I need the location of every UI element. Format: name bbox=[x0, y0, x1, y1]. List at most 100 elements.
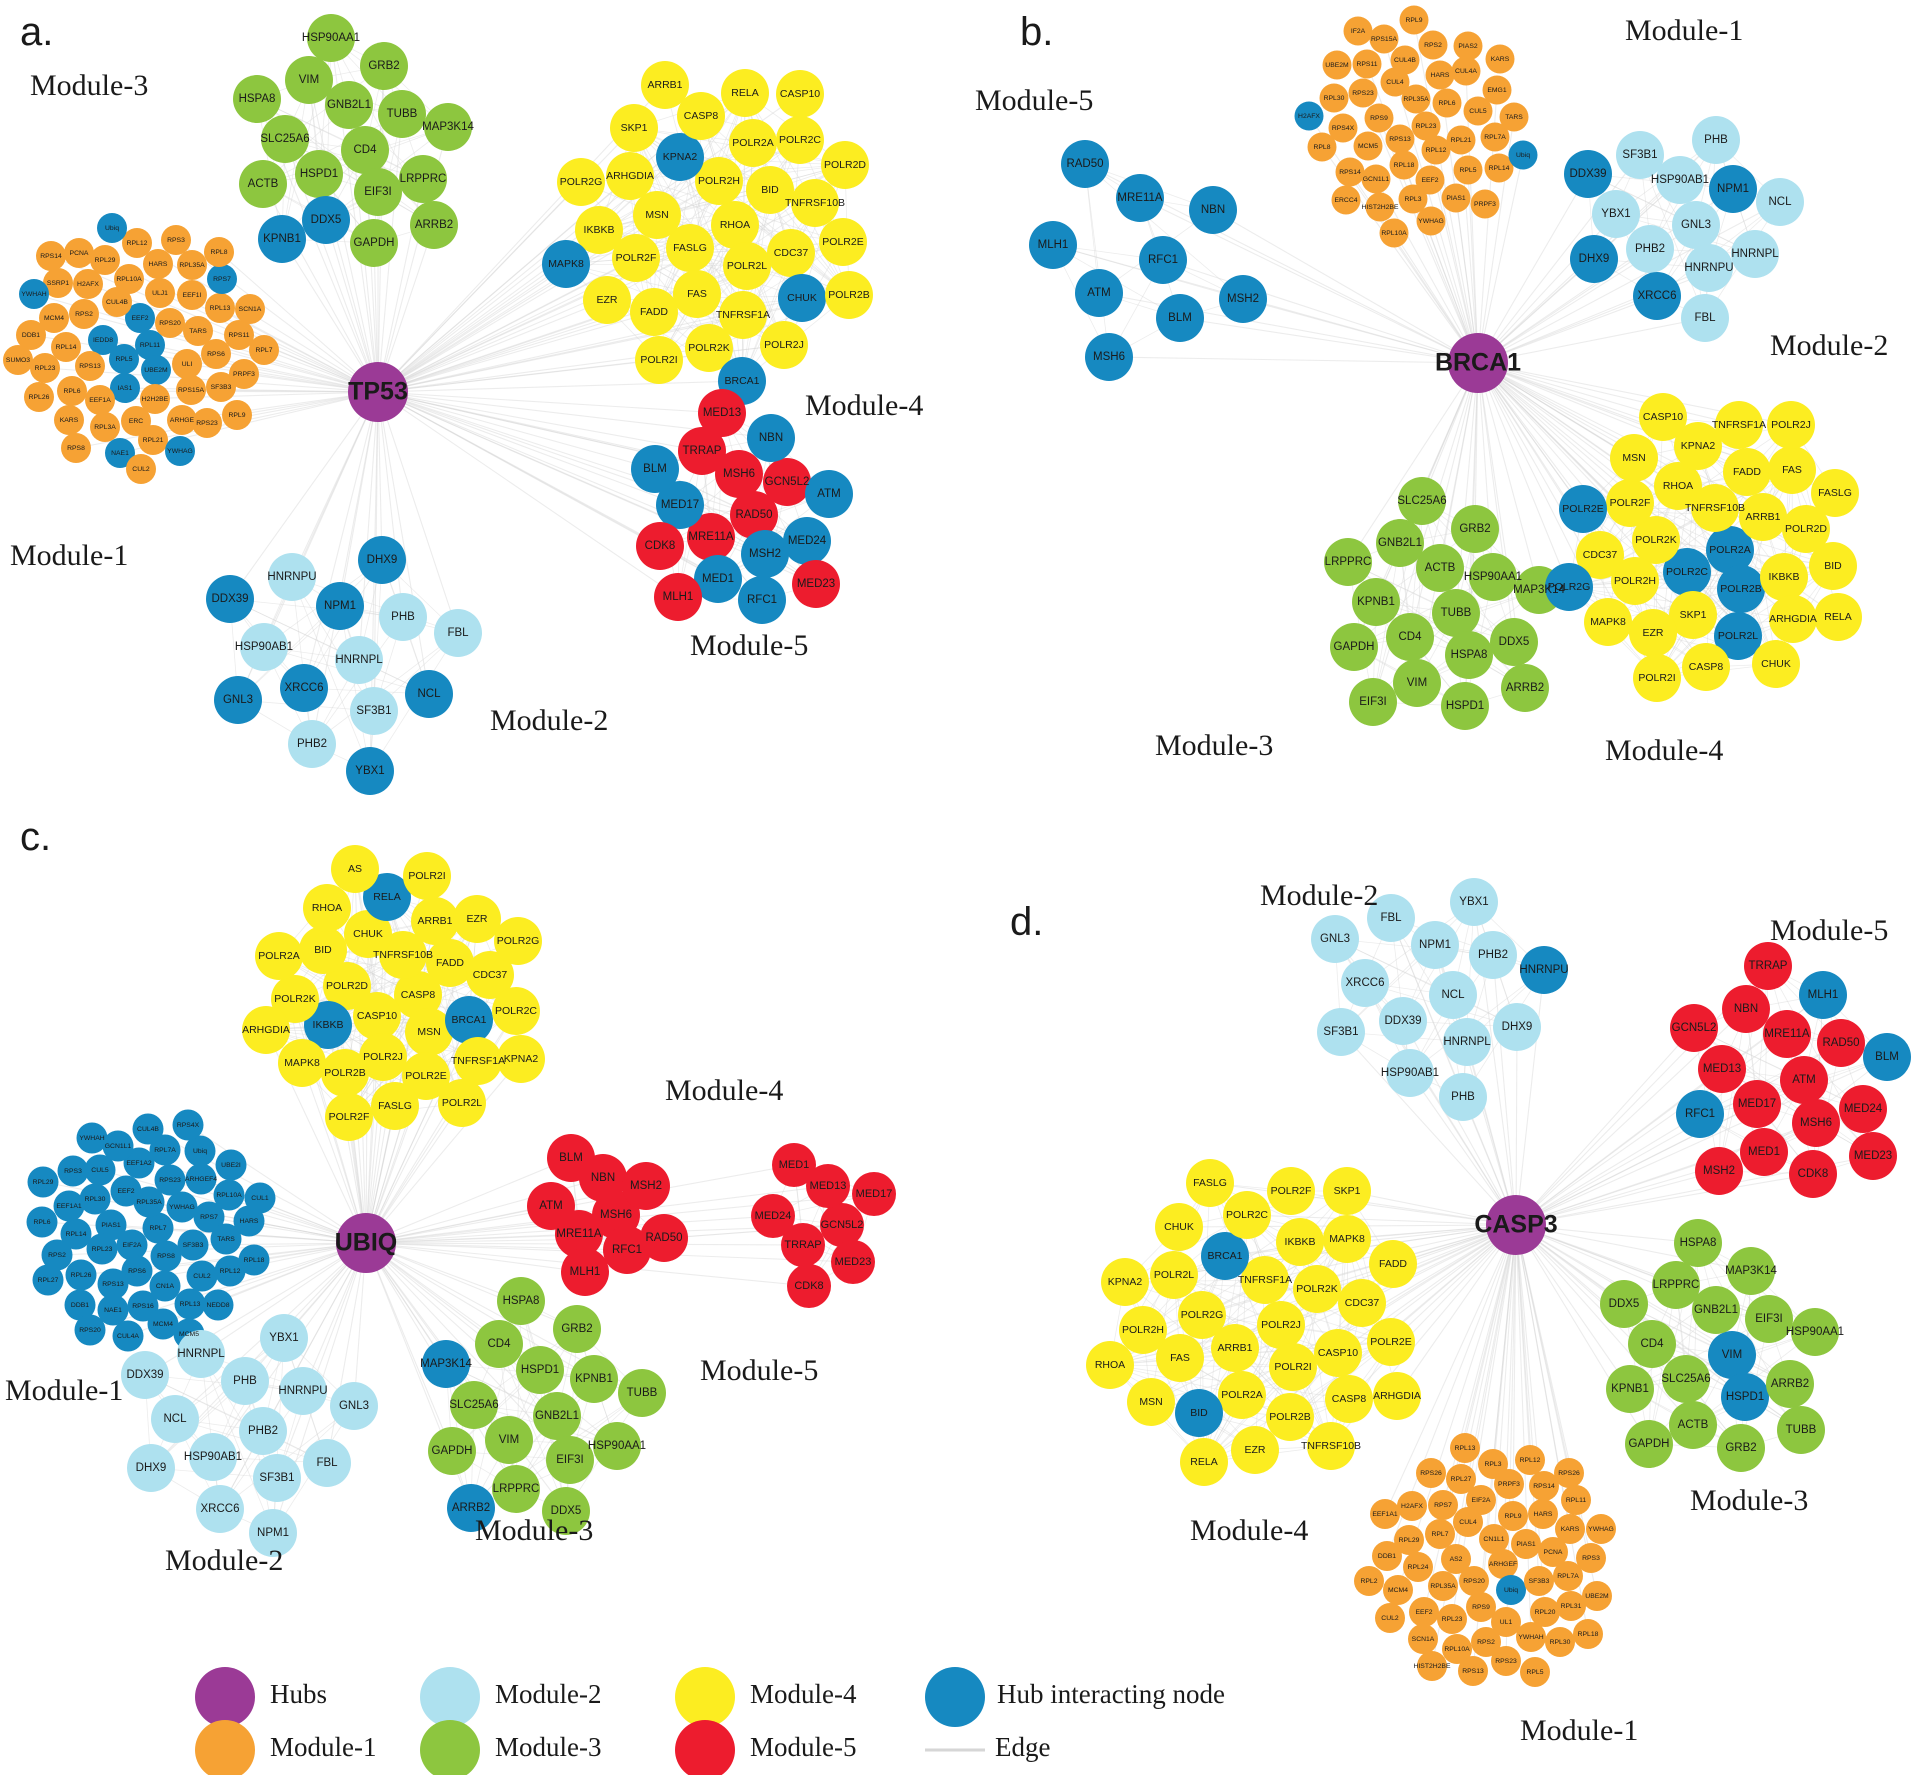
svg-text:YWHAG: YWHAG bbox=[167, 448, 193, 455]
svg-text:MED24: MED24 bbox=[755, 1210, 792, 1222]
svg-text:Hub interacting node: Hub interacting node bbox=[997, 1679, 1225, 1709]
svg-text:RHOA: RHOA bbox=[312, 902, 342, 914]
svg-text:RPL8: RPL8 bbox=[210, 249, 227, 256]
svg-text:RPL5: RPL5 bbox=[1526, 1669, 1543, 1676]
svg-text:Module-5: Module-5 bbox=[750, 1732, 856, 1762]
svg-text:SLC25A6: SLC25A6 bbox=[1661, 1373, 1710, 1385]
svg-text:HARS: HARS bbox=[240, 1218, 259, 1225]
svg-text:RPL35A: RPL35A bbox=[136, 1199, 162, 1206]
svg-text:RPL21: RPL21 bbox=[143, 437, 164, 444]
svg-text:EEF2: EEF2 bbox=[118, 1188, 135, 1195]
svg-text:RPL18: RPL18 bbox=[1578, 1631, 1599, 1638]
svg-text:LRPPRC: LRPPRC bbox=[400, 173, 447, 185]
svg-text:CUL4: CUL4 bbox=[1459, 1519, 1477, 1526]
svg-text:RPL5: RPL5 bbox=[115, 356, 132, 363]
svg-text:RPL5: RPL5 bbox=[1459, 167, 1476, 174]
svg-text:IAS1: IAS1 bbox=[118, 385, 133, 392]
svg-text:Module-4: Module-4 bbox=[750, 1679, 857, 1709]
svg-text:a.: a. bbox=[20, 10, 53, 54]
svg-text:RPS8: RPS8 bbox=[157, 1253, 175, 1260]
svg-text:RPL20: RPL20 bbox=[1535, 1609, 1556, 1616]
svg-text:MED1: MED1 bbox=[1748, 1146, 1780, 1158]
svg-text:XRCC6: XRCC6 bbox=[1638, 290, 1677, 302]
svg-text:CASP8: CASP8 bbox=[1332, 1393, 1367, 1405]
svg-text:YWHAH: YWHAH bbox=[21, 291, 46, 298]
svg-text:VIM: VIM bbox=[499, 1434, 519, 1446]
svg-text:POLR2J: POLR2J bbox=[363, 1051, 403, 1063]
svg-text:MED24: MED24 bbox=[788, 535, 827, 547]
svg-text:HNRNPU: HNRNPU bbox=[1519, 964, 1568, 976]
svg-text:Module-3: Module-3 bbox=[495, 1732, 601, 1762]
svg-text:POLR2C: POLR2C bbox=[1226, 1209, 1268, 1221]
svg-text:RPS23: RPS23 bbox=[1495, 1658, 1517, 1665]
svg-text:CASP8: CASP8 bbox=[401, 989, 436, 1001]
svg-text:RPS13: RPS13 bbox=[79, 363, 101, 370]
svg-text:MED13: MED13 bbox=[1703, 1063, 1741, 1075]
svg-text:UL1: UL1 bbox=[1500, 1619, 1513, 1626]
svg-text:RPL29: RPL29 bbox=[33, 1179, 54, 1186]
svg-text:IKBKB: IKBKB bbox=[1769, 571, 1800, 583]
svg-text:TNFRSF10B: TNFRSF10B bbox=[1685, 502, 1745, 514]
svg-text:H2H2BE: H2H2BE bbox=[142, 396, 169, 403]
svg-text:POLR2C: POLR2C bbox=[495, 1005, 537, 1017]
svg-text:NBN: NBN bbox=[1734, 1003, 1758, 1015]
svg-text:POLR2H: POLR2H bbox=[1614, 575, 1656, 587]
svg-text:AS: AS bbox=[348, 863, 362, 875]
svg-text:Module-2: Module-2 bbox=[490, 704, 608, 737]
svg-text:SKP1: SKP1 bbox=[1680, 609, 1707, 621]
svg-text:HSP90AA1: HSP90AA1 bbox=[1786, 1326, 1844, 1338]
svg-text:POLR2C: POLR2C bbox=[1666, 566, 1708, 578]
svg-text:DDX39: DDX39 bbox=[1384, 1015, 1421, 1027]
svg-text:TARS: TARS bbox=[217, 1236, 235, 1243]
svg-text:FASLG: FASLG bbox=[1193, 1177, 1227, 1189]
svg-text:POLR2I: POLR2I bbox=[408, 870, 445, 882]
svg-text:DDX5: DDX5 bbox=[1609, 1298, 1640, 1310]
svg-text:RPL10A: RPL10A bbox=[1444, 1646, 1470, 1653]
svg-text:POLR2D: POLR2D bbox=[1785, 523, 1827, 535]
svg-text:HNRNPU: HNRNPU bbox=[267, 571, 316, 583]
svg-text:EZR: EZR bbox=[1643, 627, 1664, 639]
svg-text:RPL12: RPL12 bbox=[1426, 147, 1447, 154]
svg-text:EIF2A: EIF2A bbox=[123, 1242, 142, 1249]
svg-text:MRE11A: MRE11A bbox=[1764, 1028, 1809, 1040]
svg-text:POLR2J: POLR2J bbox=[1771, 419, 1811, 431]
svg-text:ARRB1: ARRB1 bbox=[1745, 511, 1780, 523]
svg-text:Module-1: Module-1 bbox=[1520, 1714, 1638, 1747]
svg-text:EIF2A: EIF2A bbox=[1472, 1497, 1491, 1504]
svg-text:RPS23: RPS23 bbox=[1352, 90, 1374, 97]
svg-text:MCM4: MCM4 bbox=[1388, 1587, 1408, 1594]
svg-text:RPL3: RPL3 bbox=[1484, 1461, 1501, 1468]
svg-text:RPL6: RPL6 bbox=[63, 388, 80, 395]
svg-text:SCN1A: SCN1A bbox=[239, 306, 262, 313]
svg-text:FADD: FADD bbox=[1733, 466, 1761, 478]
svg-text:NCL: NCL bbox=[1441, 989, 1465, 1001]
svg-text:H2AFX: H2AFX bbox=[77, 281, 99, 288]
svg-text:LRPPRC: LRPPRC bbox=[493, 1483, 540, 1495]
svg-text:POLR2I: POLR2I bbox=[1638, 672, 1675, 684]
svg-text:HNRNPL: HNRNPL bbox=[177, 1348, 225, 1360]
svg-text:PHB2: PHB2 bbox=[1478, 949, 1508, 961]
svg-text:BRCA1: BRCA1 bbox=[1435, 349, 1521, 377]
svg-text:ACTB: ACTB bbox=[1678, 1419, 1709, 1431]
svg-text:MED17: MED17 bbox=[856, 1188, 893, 1200]
svg-text:CUL4A: CUL4A bbox=[117, 1333, 139, 1340]
svg-text:RPS3: RPS3 bbox=[167, 237, 185, 244]
svg-text:c.: c. bbox=[20, 815, 51, 859]
svg-text:POLR2B: POLR2B bbox=[324, 1067, 365, 1079]
svg-text:RPL24: RPL24 bbox=[1408, 1564, 1429, 1571]
svg-text:ATM: ATM bbox=[817, 488, 840, 500]
svg-text:RPL18: RPL18 bbox=[244, 1257, 265, 1264]
svg-text:POLR2A: POLR2A bbox=[1709, 544, 1750, 556]
svg-text:EZR: EZR bbox=[597, 294, 618, 306]
svg-text:HSP90AB1: HSP90AB1 bbox=[235, 641, 293, 653]
svg-text:DDX39: DDX39 bbox=[211, 593, 248, 605]
svg-text:RAD50: RAD50 bbox=[1066, 158, 1103, 170]
svg-text:TP53: TP53 bbox=[348, 378, 408, 406]
svg-text:ARRB1: ARRB1 bbox=[417, 915, 452, 927]
svg-text:MAP3K14: MAP3K14 bbox=[1725, 1265, 1777, 1277]
svg-text:EEF1A1: EEF1A1 bbox=[56, 1203, 82, 1210]
svg-text:YBX1: YBX1 bbox=[269, 1332, 298, 1344]
svg-text:ARHGDIA: ARHGDIA bbox=[606, 170, 654, 182]
svg-text:RPL27: RPL27 bbox=[38, 1277, 59, 1284]
svg-text:GCN1L1: GCN1L1 bbox=[105, 1143, 132, 1150]
